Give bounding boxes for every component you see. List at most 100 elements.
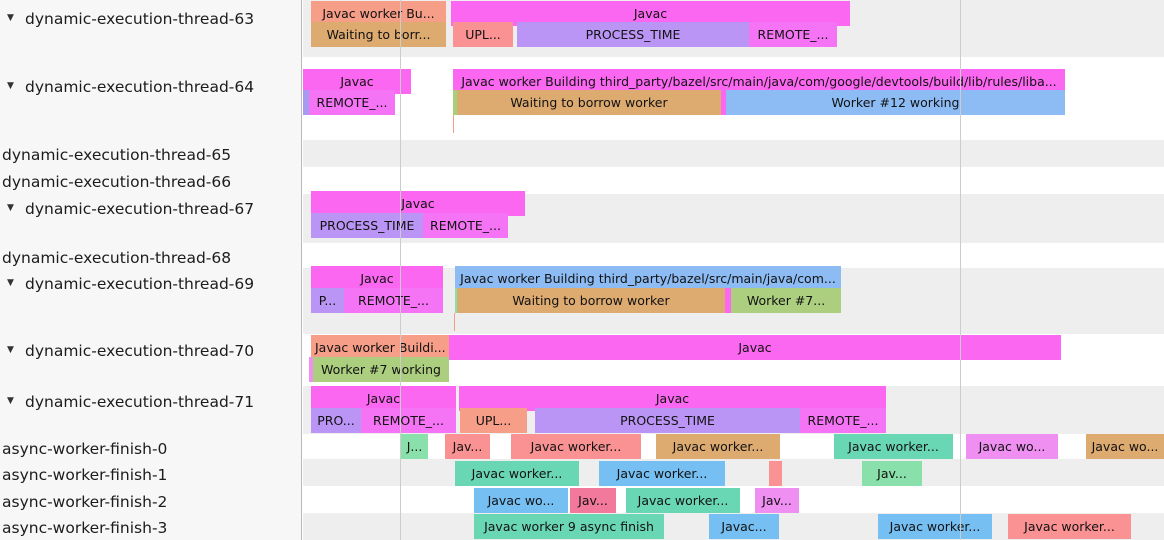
thread-label-text: dynamic-execution-thread-68	[2, 248, 232, 267]
timeline-bar-label: Waiting to borr...	[326, 27, 431, 42]
timeline-bar[interactable]: Javac	[311, 386, 456, 411]
sidebar-item-async-worker-finish-1[interactable]: ▼async-worker-finish-1	[0, 461, 301, 488]
timeline-bar[interactable]: REMOTE_...	[309, 90, 395, 115]
timeline-bar-segment[interactable]	[453, 90, 457, 115]
timeline-bar[interactable]: REMOTE_...	[749, 22, 837, 47]
timeline-bar-label: Javac	[738, 340, 772, 355]
timeline-bar[interactable]: PROCESS_TIME	[535, 408, 800, 433]
timeline-bar[interactable]: PROCESS_TIME	[517, 22, 749, 47]
timeline-bar[interactable]: Waiting to borrow worker	[457, 288, 725, 313]
timeline-bar[interactable]: Javac wo...	[474, 488, 568, 513]
sidebar-item-dynamic-execution-thread-65[interactable]: ▼dynamic-execution-thread-65	[0, 141, 301, 168]
thread-label-text: dynamic-execution-thread-65	[2, 145, 232, 164]
timeline-bar[interactable]: Javac worker Building third_party/bazel/…	[453, 69, 1065, 94]
timeline-bar-label: PROCESS_TIME	[585, 27, 681, 42]
timeline-bar[interactable]: Jav...	[862, 461, 922, 486]
timeline-bar-label: J...	[406, 439, 423, 454]
timeline-canvas[interactable]: Javac worker Bu... Waiting to borr... Java…	[303, 0, 1164, 540]
sidebar-item-dynamic-execution-thread-66[interactable]: ▼dynamic-execution-thread-66	[0, 168, 301, 195]
timeline-bar-label: Javac	[360, 271, 394, 286]
timeline-bar[interactable]: Javac worker...	[656, 434, 780, 459]
timeline-bar[interactable]: Javac worker...	[1008, 514, 1131, 539]
timeline-bar[interactable]: REMOTE_...	[423, 213, 508, 238]
sidebar-item-async-worker-finish-2[interactable]: ▼async-worker-finish-2	[0, 488, 301, 515]
timeline-bar-label: Jav...	[877, 466, 907, 481]
timeline-bar[interactable]: Jav...	[445, 434, 490, 459]
chevron-down-icon[interactable]: ▼	[7, 278, 14, 288]
sidebar-item-dynamic-execution-thread-68[interactable]: ▼dynamic-execution-thread-68	[0, 244, 301, 271]
timeline-bar[interactable]: Javac	[451, 1, 850, 26]
timeline-bar[interactable]: Worker #12 working	[726, 90, 1065, 115]
timeline-bar[interactable]: Worker #7...	[731, 288, 841, 313]
timeline-bar-segment[interactable]	[725, 288, 731, 313]
timeline-bar[interactable]: P...	[311, 288, 344, 313]
sidebar-item-dynamic-execution-thread-67[interactable]: ▼ dynamic-execution-thread-67	[0, 195, 301, 222]
sidebar-item-async-worker-finish-0[interactable]: ▼async-worker-finish-0	[0, 435, 301, 462]
timeline-bar[interactable]: UPL...	[453, 22, 513, 47]
thread-label-text: dynamic-execution-thread-70	[25, 341, 255, 360]
timeline-bar[interactable]: Javac worker...	[878, 514, 992, 539]
timeline-bar-segment[interactable]	[769, 461, 782, 486]
sidebar-item-async-worker-finish-3[interactable]: ▼async-worker-finish-3	[0, 514, 301, 540]
timeline-bar-label: Javac wo...	[487, 493, 555, 508]
timeline-bar-segment[interactable]	[721, 90, 726, 115]
timeline-bar[interactable]: Javac	[459, 386, 886, 411]
timeline-bar-label: Jav...	[578, 493, 608, 508]
chevron-down-icon[interactable]: ▼	[7, 203, 14, 213]
timeline-bar[interactable]: Javac worker...	[626, 488, 740, 513]
timeline-bar[interactable]: Javac worker...	[834, 434, 953, 459]
timeline-bar[interactable]: PRO...	[311, 408, 361, 433]
timeline-bar[interactable]: Javac worker 9 async finish	[474, 514, 664, 539]
chevron-down-icon[interactable]: ▼	[7, 396, 14, 406]
thread-label-text: async-worker-finish-3	[2, 518, 168, 537]
timeline-bar[interactable]: Worker #7 working	[313, 357, 449, 382]
timeline-bar[interactable]: Javac worker Building third_party/bazel/…	[455, 266, 841, 291]
timeline-bar-segment[interactable]	[309, 357, 313, 382]
thread-label-gutter: ▼ dynamic-execution-thread-63 ▼ dynamic-exe…	[0, 0, 302, 540]
timeline-bar[interactable]: Jav...	[570, 488, 616, 513]
timeline-bar-segment[interactable]	[455, 288, 457, 313]
timeline-bar-segment[interactable]	[453, 115, 454, 133]
time-gridline	[960, 0, 961, 540]
timeline-bar[interactable]: Javac worker...	[511, 434, 641, 459]
sidebar-item-dynamic-execution-thread-69[interactable]: ▼ dynamic-execution-thread-69	[0, 270, 301, 297]
sidebar-item-dynamic-execution-thread-63[interactable]: ▼ dynamic-execution-thread-63	[0, 5, 301, 32]
timeline-bar-label: Javac worker 9 async finish	[484, 519, 654, 534]
timeline-bar-label: PRO...	[317, 413, 355, 428]
timeline-bar[interactable]: J...	[401, 434, 428, 459]
thread-label-text: async-worker-finish-1	[2, 465, 168, 484]
timeline-bar[interactable]: Javac	[311, 191, 525, 216]
thread-label-text: dynamic-execution-thread-71	[25, 392, 255, 411]
timeline-bar[interactable]: Waiting to borr...	[311, 22, 446, 47]
timeline-bar[interactable]: Javac worker...	[599, 461, 725, 486]
chevron-down-icon[interactable]: ▼	[7, 81, 14, 91]
timeline-bar[interactable]: Javac	[449, 335, 1061, 360]
timeline-bar[interactable]: Javac	[303, 69, 411, 94]
timeline-bar[interactable]: Javac wo...	[966, 434, 1058, 459]
chevron-down-icon[interactable]: ▼	[7, 345, 14, 355]
timeline-bar-label: PROCESS_TIME	[319, 218, 415, 233]
timeline-bar[interactable]: Javac wo...	[1086, 434, 1164, 459]
timeline-bar[interactable]: Javac worker Bu...	[311, 1, 446, 26]
timeline-bar[interactable]: Jav...	[755, 488, 799, 513]
timeline-bar[interactable]: REMOTE_...	[361, 408, 456, 433]
chevron-down-icon[interactable]: ▼	[7, 13, 14, 23]
sidebar-item-dynamic-execution-thread-70[interactable]: ▼ dynamic-execution-thread-70	[0, 337, 301, 364]
timeline-bar-label: Worker #7...	[746, 293, 826, 308]
timeline-bar[interactable]: UPL...	[460, 408, 527, 433]
timeline-bar[interactable]: Waiting to borrow worker	[457, 90, 721, 115]
timeline-bar[interactable]: Javac	[311, 266, 443, 291]
timeline-bar[interactable]: Javac...	[709, 514, 779, 539]
timeline-bar[interactable]: PROCESS_TIME	[311, 213, 423, 238]
timeline-bar[interactable]: Javac worker...	[455, 461, 579, 486]
timeline-bar[interactable]: REMOTE_...	[800, 408, 886, 433]
timeline-bar-label: Javac worker Building third_party/bazel/…	[461, 74, 1057, 89]
sidebar-item-dynamic-execution-thread-64[interactable]: ▼ dynamic-execution-thread-64	[0, 73, 301, 100]
timeline-bar-segment[interactable]	[303, 90, 309, 115]
timeline-bar[interactable]: REMOTE_...	[344, 288, 443, 313]
timeline-bar[interactable]: Javac worker Buildi...	[311, 335, 449, 360]
timeline-bar-label: REMOTE_...	[316, 95, 388, 110]
timeline-bar-segment[interactable]	[454, 313, 455, 331]
sidebar-item-dynamic-execution-thread-71[interactable]: ▼ dynamic-execution-thread-71	[0, 388, 301, 415]
timeline-bar-label: Javac worker...	[1024, 519, 1115, 534]
